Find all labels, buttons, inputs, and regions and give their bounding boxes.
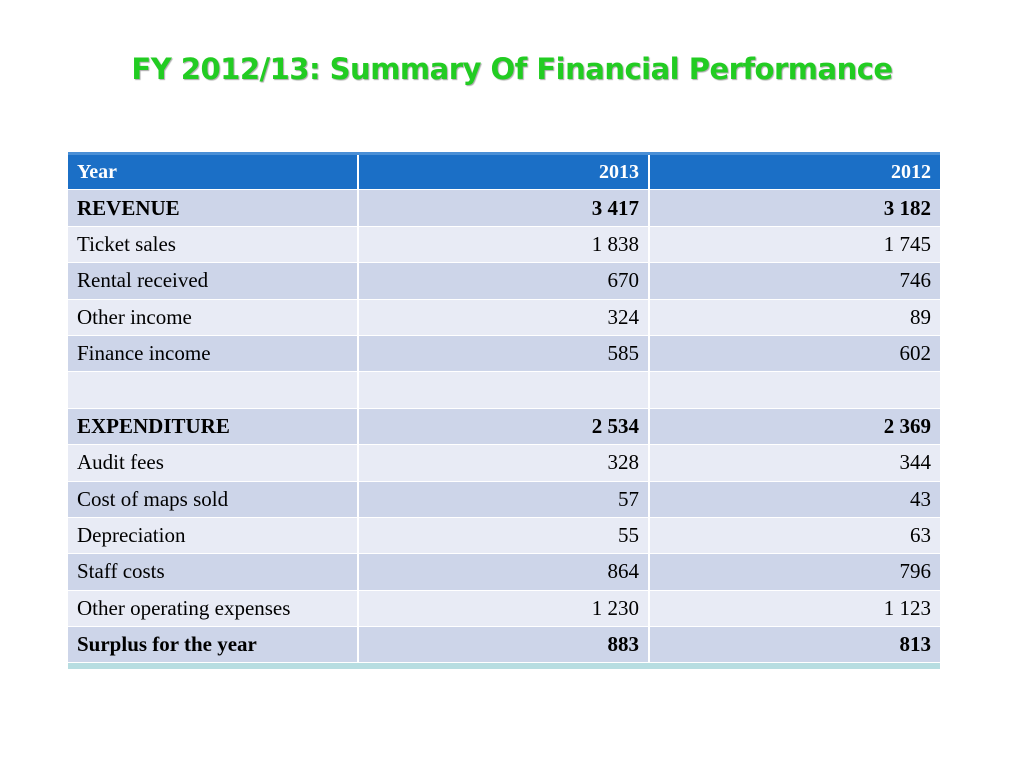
value-2012: 3 182 [649,189,940,227]
table-row: Cost of maps sold 57 43 [68,481,940,518]
row-label: EXPENDITURE [68,408,359,446]
value-2012: 43 [649,481,940,518]
table-row: REVENUE 3 417 3 182 [68,189,940,227]
header-2012: 2012 [649,153,940,191]
value-2013: 328 [358,444,650,482]
table-row: EXPENDITURE 2 534 2 369 [68,408,940,446]
value-2012: 796 [649,553,940,591]
row-label: Other income [68,299,359,336]
value-2012: 1 123 [649,590,940,628]
financial-summary-table-container: Year 2013 2012 REVENUE 3 417 3 182 Ticket s… [68,152,940,670]
table-row: Finance income 585 602 [68,335,940,373]
table-body: REVENUE 3 417 3 182 Ticket sales 1 838 1 745 R… [68,189,940,664]
table-row: Staff costs 864 796 [68,553,940,591]
table-footer-bar [68,663,940,670]
value-2013 [358,371,650,409]
row-label: Staff costs [68,553,359,591]
table-row [68,371,940,409]
value-2012: 813 [649,626,940,664]
value-2013: 3 417 [358,189,650,227]
value-2013: 324 [358,299,650,336]
value-2013: 864 [358,553,650,591]
header-year: Year [68,153,359,191]
value-2013: 2 534 [358,408,650,446]
table-row: Rental received 670 746 [68,262,940,300]
value-2012: 1 745 [649,226,940,264]
table-row: Other operating expenses 1 230 1 123 [68,590,940,628]
value-2013: 57 [358,481,650,518]
value-2012: 602 [649,335,940,373]
table-row: Ticket sales 1 838 1 745 [68,226,940,264]
row-label: Depreciation [68,517,359,555]
value-2013: 585 [358,335,650,373]
value-2013: 670 [358,262,650,300]
value-2013: 1 230 [358,590,650,628]
value-2012: 344 [649,444,940,482]
row-label: Audit fees [68,444,359,482]
row-label [68,371,359,409]
row-label: Surplus for the year [68,626,359,664]
row-label: REVENUE [68,189,359,227]
row-label: Rental received [68,262,359,300]
table-row: Surplus for the year 883 813 [68,626,940,664]
value-2012: 89 [649,299,940,336]
table-row: Depreciation 55 63 [68,517,940,555]
value-2012: 63 [649,517,940,555]
table-row: Audit fees 328 344 [68,444,940,482]
value-2012: 746 [649,262,940,300]
slide-title: FY 2012/13: Summary Of Financial Perform… [131,52,893,86]
row-label: Cost of maps sold [68,481,359,518]
value-2013: 883 [358,626,650,664]
row-label: Other operating expenses [68,590,359,628]
value-2013: 55 [358,517,650,555]
row-label: Finance income [68,335,359,373]
table-row: Other income 324 89 [68,299,940,336]
row-label: Ticket sales [68,226,359,264]
value-2012 [649,371,940,409]
financial-summary-table: Year 2013 2012 REVENUE 3 417 3 182 Ticket s… [68,152,940,664]
value-2013: 1 838 [358,226,650,264]
header-2013: 2013 [358,153,650,191]
table-header-row: Year 2013 2012 [68,153,940,191]
value-2012: 2 369 [649,408,940,446]
